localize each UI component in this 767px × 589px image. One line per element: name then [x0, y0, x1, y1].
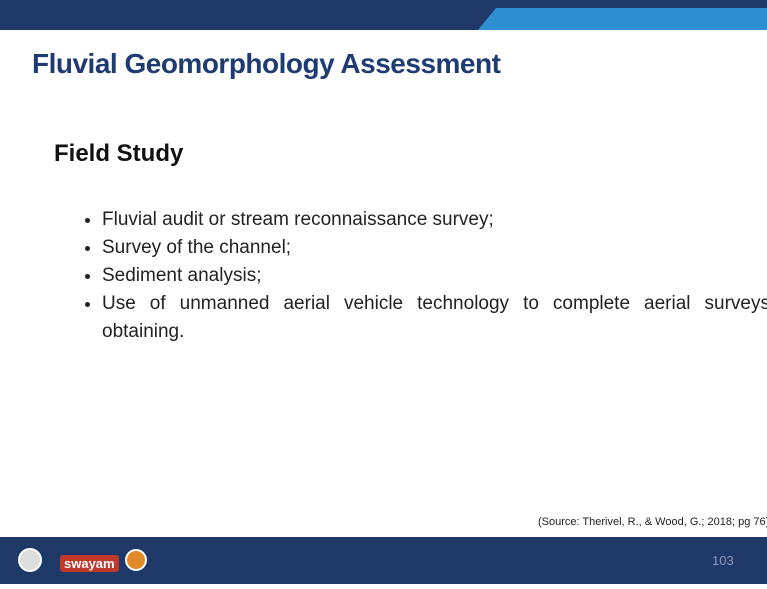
footer: [0, 537, 767, 584]
footer-icons: [18, 548, 147, 572]
source: (Source: Therivel, R., & Wood, G.; 2018;…: [538, 516, 767, 528]
top-bar: [0, 0, 767, 30]
swayam-logo: swayam: [60, 555, 119, 572]
page-number: 103: [712, 553, 734, 568]
bullet-list: Fluvial audit or stream reconnaissance s…: [82, 206, 767, 346]
bullet: Sediment analysis;: [102, 262, 767, 290]
title: Fluvial Geomorphology Assessment: [32, 48, 501, 79]
bullet: Survey of the channel;: [102, 234, 767, 262]
bullet: Fluvial audit or stream reconnaissance s…: [102, 206, 767, 234]
bullet: Use of unmanned aerial vehicle technolog…: [102, 290, 767, 346]
section-heading: Field Study: [54, 140, 184, 167]
